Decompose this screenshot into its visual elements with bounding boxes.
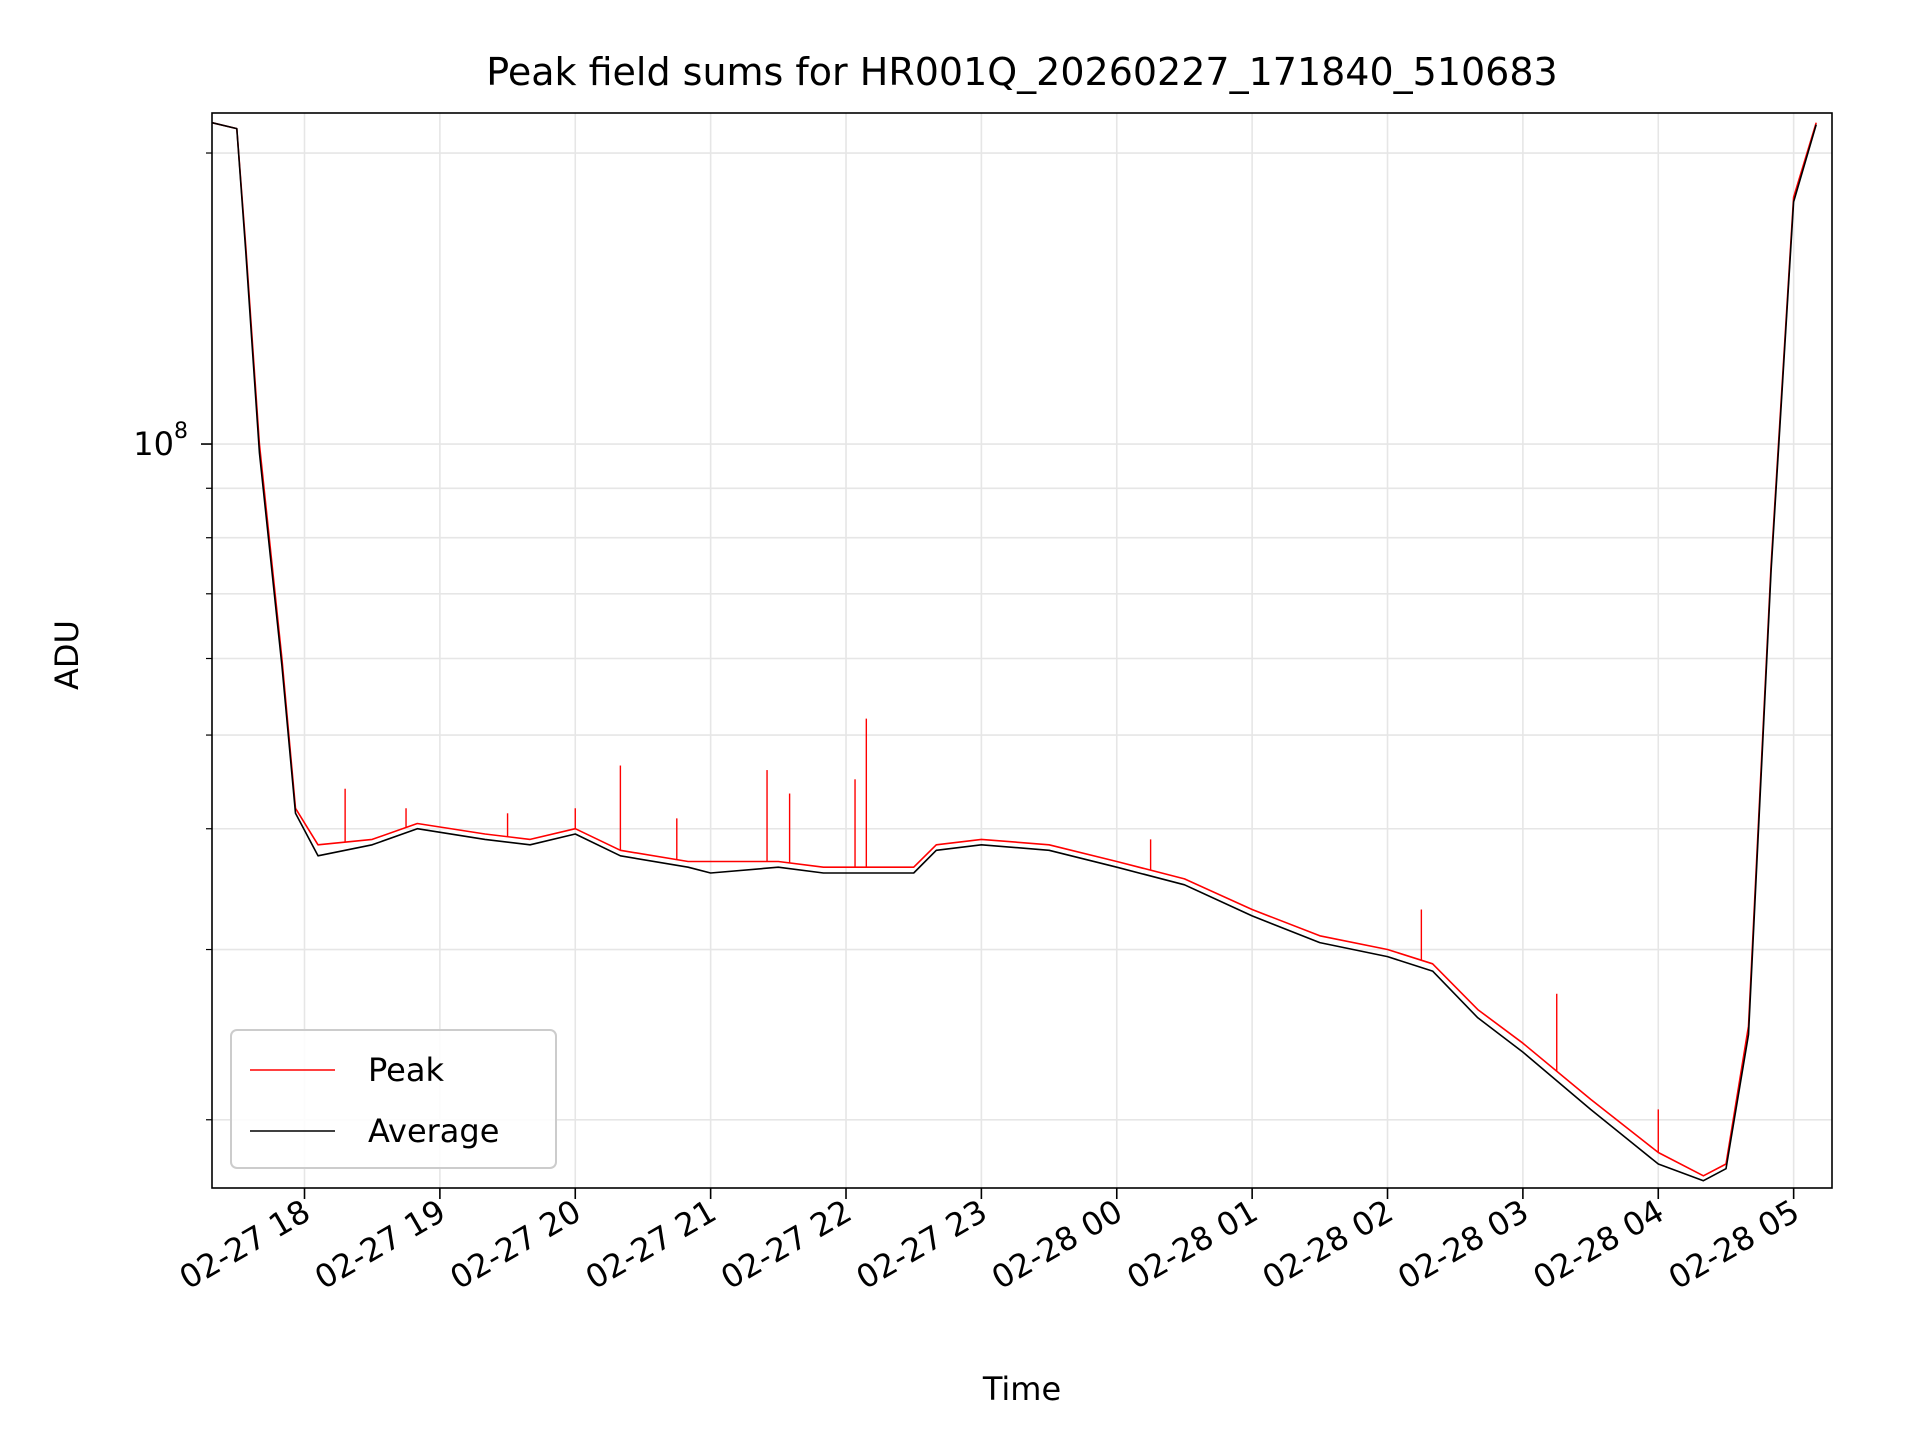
legend: Peak Average — [230, 1029, 557, 1169]
grid — [212, 113, 1832, 1188]
series-line-average — [211, 121, 1817, 1182]
y-tick-label: 10 — [133, 425, 174, 463]
series-layer — [211, 121, 1817, 1182]
legend-box — [230, 1029, 557, 1169]
y-tick-label-exponent: 8 — [174, 419, 188, 444]
x-axis-label: Time — [982, 1370, 1061, 1408]
plot-frame — [211, 112, 1833, 1189]
series-line-peak — [211, 121, 1817, 1177]
chart-title: Peak field sums for HR001Q_20260227_1718… — [486, 50, 1557, 94]
legend-average-label: Average — [368, 1112, 499, 1150]
y-axis-label: ADU — [48, 620, 86, 690]
legend-peak-label: Peak — [368, 1051, 444, 1089]
